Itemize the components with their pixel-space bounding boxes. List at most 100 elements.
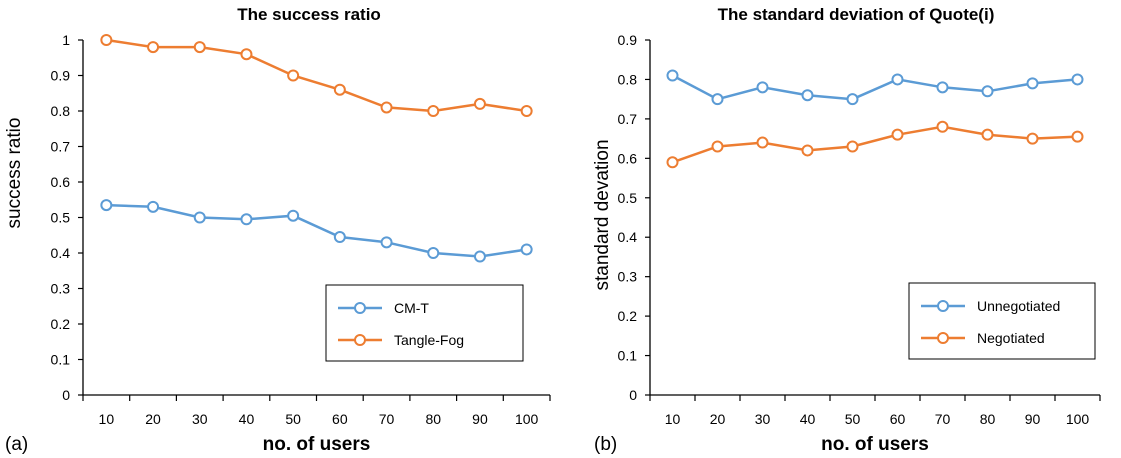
x-tick-label: 60	[332, 411, 348, 427]
x-tick-label: 90	[1025, 411, 1041, 427]
x-tick-label: 10	[665, 411, 681, 427]
data-point	[756, 136, 769, 149]
data-point	[846, 140, 859, 153]
data-point	[193, 41, 206, 54]
data-point	[756, 81, 769, 94]
series-line-1	[672, 125, 1078, 164]
x-tick-label: 90	[472, 411, 488, 427]
data-point	[891, 73, 904, 86]
series-line-1	[106, 38, 527, 113]
x-tick-label: 80	[980, 411, 996, 427]
data-point	[427, 247, 440, 259]
y-tick-label: 0.2	[51, 316, 71, 332]
x-tick-label: 50	[845, 411, 861, 427]
y-tick-label: 0.5	[51, 210, 71, 226]
data-point	[801, 89, 814, 102]
data-point	[240, 213, 253, 226]
y-tick-label: 0.7	[51, 139, 71, 155]
x-tick-label: 20	[710, 411, 726, 427]
y-tick-label: 0.2	[618, 308, 638, 324]
data-point	[380, 101, 393, 114]
data-point	[711, 140, 724, 153]
legend-marker	[937, 300, 949, 312]
legend: CM-T Tangle-Fog	[325, 284, 524, 362]
data-point	[801, 144, 814, 157]
data-point	[846, 93, 859, 106]
y-axis-title: standard devation	[592, 139, 613, 290]
data-point	[473, 250, 486, 263]
data-point	[936, 81, 949, 94]
data-point	[193, 211, 206, 224]
y-tick-label: 0.8	[51, 103, 71, 119]
data-point	[891, 128, 904, 141]
data-point	[711, 93, 724, 106]
data-point	[100, 34, 113, 46]
data-point	[287, 209, 300, 222]
y-tick-label: 0.6	[618, 150, 638, 166]
data-point	[100, 199, 113, 212]
data-point	[333, 231, 346, 244]
chart-title: The success ratio	[237, 5, 381, 24]
y-tick-label: 0	[62, 387, 70, 403]
series-line-0	[106, 203, 527, 258]
y-tick-label: 0.3	[618, 269, 638, 285]
y-axis-title: success ratio	[4, 118, 25, 229]
legend-marker	[354, 302, 366, 314]
data-point	[520, 243, 533, 256]
x-tick-label: 50	[285, 411, 301, 427]
data-point	[936, 120, 949, 133]
y-tick-label: 0.1	[51, 352, 71, 368]
x-tick-label: 100	[1066, 411, 1090, 427]
data-point	[287, 69, 300, 82]
legend-marker	[354, 334, 366, 346]
x-tick-label: 70	[379, 411, 395, 427]
x-axis-title: no. of users	[821, 434, 929, 455]
x-axis-title: no. of users	[263, 434, 371, 455]
y-tick-label: 0.3	[51, 281, 71, 297]
data-point	[473, 97, 486, 110]
data-point	[240, 48, 253, 61]
y-tick-label: 1	[62, 32, 70, 48]
panel-label: (b)	[594, 434, 617, 455]
legend-label: CM-T	[394, 300, 429, 316]
panel-label: (a)	[5, 434, 28, 455]
legend-box	[325, 284, 524, 362]
data-point	[666, 69, 679, 82]
data-point	[520, 105, 533, 117]
x-tick-label: 40	[239, 411, 255, 427]
y-tick-label: 0.4	[51, 245, 71, 261]
x-tick-label: 10	[99, 411, 115, 427]
series-line-0	[671, 74, 1078, 101]
data-point	[427, 105, 440, 117]
legend-label: Tangle-Fog	[394, 332, 464, 348]
data-point	[981, 128, 994, 141]
x-tick-label: 60	[890, 411, 906, 427]
data-point	[1071, 130, 1084, 143]
y-tick-label: 0	[629, 387, 637, 403]
data-point	[981, 85, 994, 98]
y-tick-label: 0.9	[51, 68, 71, 84]
y-tick-label: 0.4	[618, 229, 638, 245]
x-tick-label: 20	[145, 411, 161, 427]
data-point	[666, 156, 679, 169]
legend-marker	[937, 332, 949, 344]
y-tick-label: 0.9	[618, 32, 638, 48]
y-tick-label: 0.6	[51, 174, 71, 190]
legend-label: Unnegotiated	[977, 298, 1060, 314]
data-point	[380, 236, 393, 249]
legend-box	[908, 282, 1096, 360]
data-point	[1026, 77, 1039, 90]
x-tick-label: 80	[425, 411, 441, 427]
x-tick-label: 40	[800, 411, 816, 427]
y-tick-label: 0.5	[618, 190, 638, 206]
y-tick-label: 0.7	[618, 111, 638, 127]
chart-b: The standard deviation of Quote(i) 0 0.1 0.…	[592, 5, 1101, 455]
legend: Unnegotiated Negotiated	[908, 282, 1096, 360]
y-tick-label: 0.8	[618, 71, 638, 87]
x-tick-label: 70	[935, 411, 951, 427]
data-point	[333, 83, 346, 96]
x-tick-label: 30	[755, 411, 771, 427]
data-point	[147, 200, 160, 213]
x-tick-label: 100	[515, 411, 539, 427]
